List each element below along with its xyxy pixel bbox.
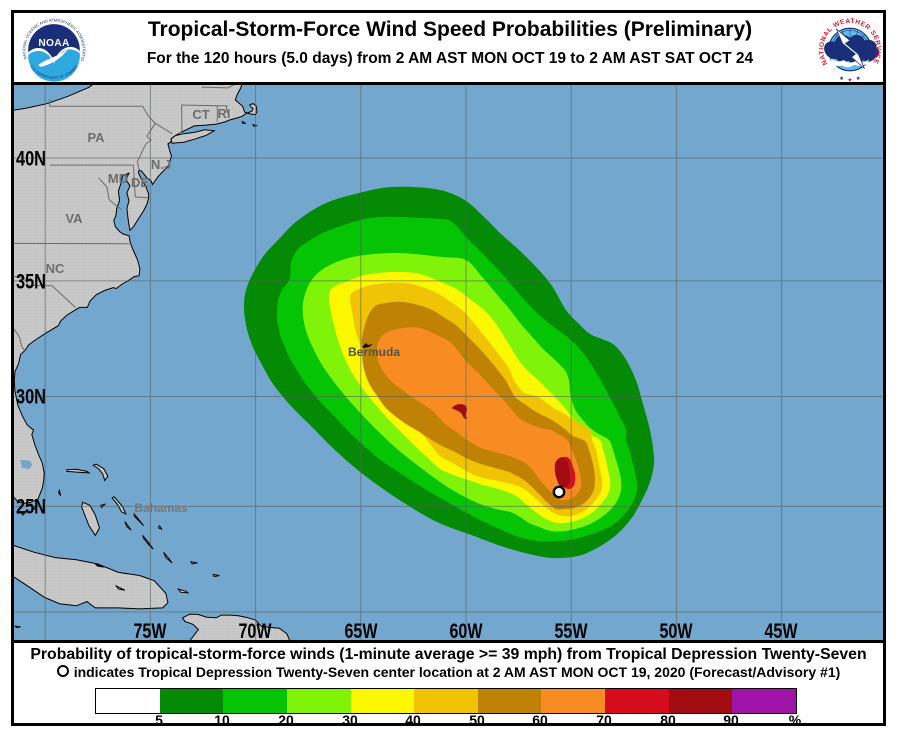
svg-text:40N: 40N [16, 147, 46, 171]
svg-text:45W: 45W [765, 619, 799, 640]
svg-text:PA: PA [87, 130, 105, 145]
svg-text:★: ★ [847, 76, 852, 83]
svg-text:N.J: N.J [151, 157, 171, 172]
svg-text:MD: MD [108, 171, 128, 186]
svg-text:65W: 65W [345, 619, 379, 640]
svg-text:30N: 30N [16, 385, 46, 409]
svg-text:35N: 35N [16, 270, 46, 294]
svg-text:★: ★ [839, 75, 844, 82]
svg-text:60W: 60W [450, 619, 484, 640]
svg-text:Bermuda: Bermuda [348, 345, 400, 359]
svg-text:75W: 75W [134, 619, 168, 640]
svg-text:CT: CT [192, 107, 209, 122]
svg-text:★: ★ [856, 75, 861, 82]
svg-text:25N: 25N [16, 495, 46, 519]
svg-text:Bahamas: Bahamas [134, 501, 188, 515]
svg-text:55W: 55W [555, 619, 589, 640]
svg-text:DE: DE [131, 175, 149, 190]
svg-text:NOAA: NOAA [38, 38, 70, 49]
svg-text:NC: NC [46, 261, 65, 276]
svg-text:50W: 50W [660, 619, 694, 640]
svg-text:RI: RI [218, 106, 231, 121]
svg-text:70W: 70W [239, 619, 273, 640]
svg-text:VA: VA [65, 211, 83, 226]
